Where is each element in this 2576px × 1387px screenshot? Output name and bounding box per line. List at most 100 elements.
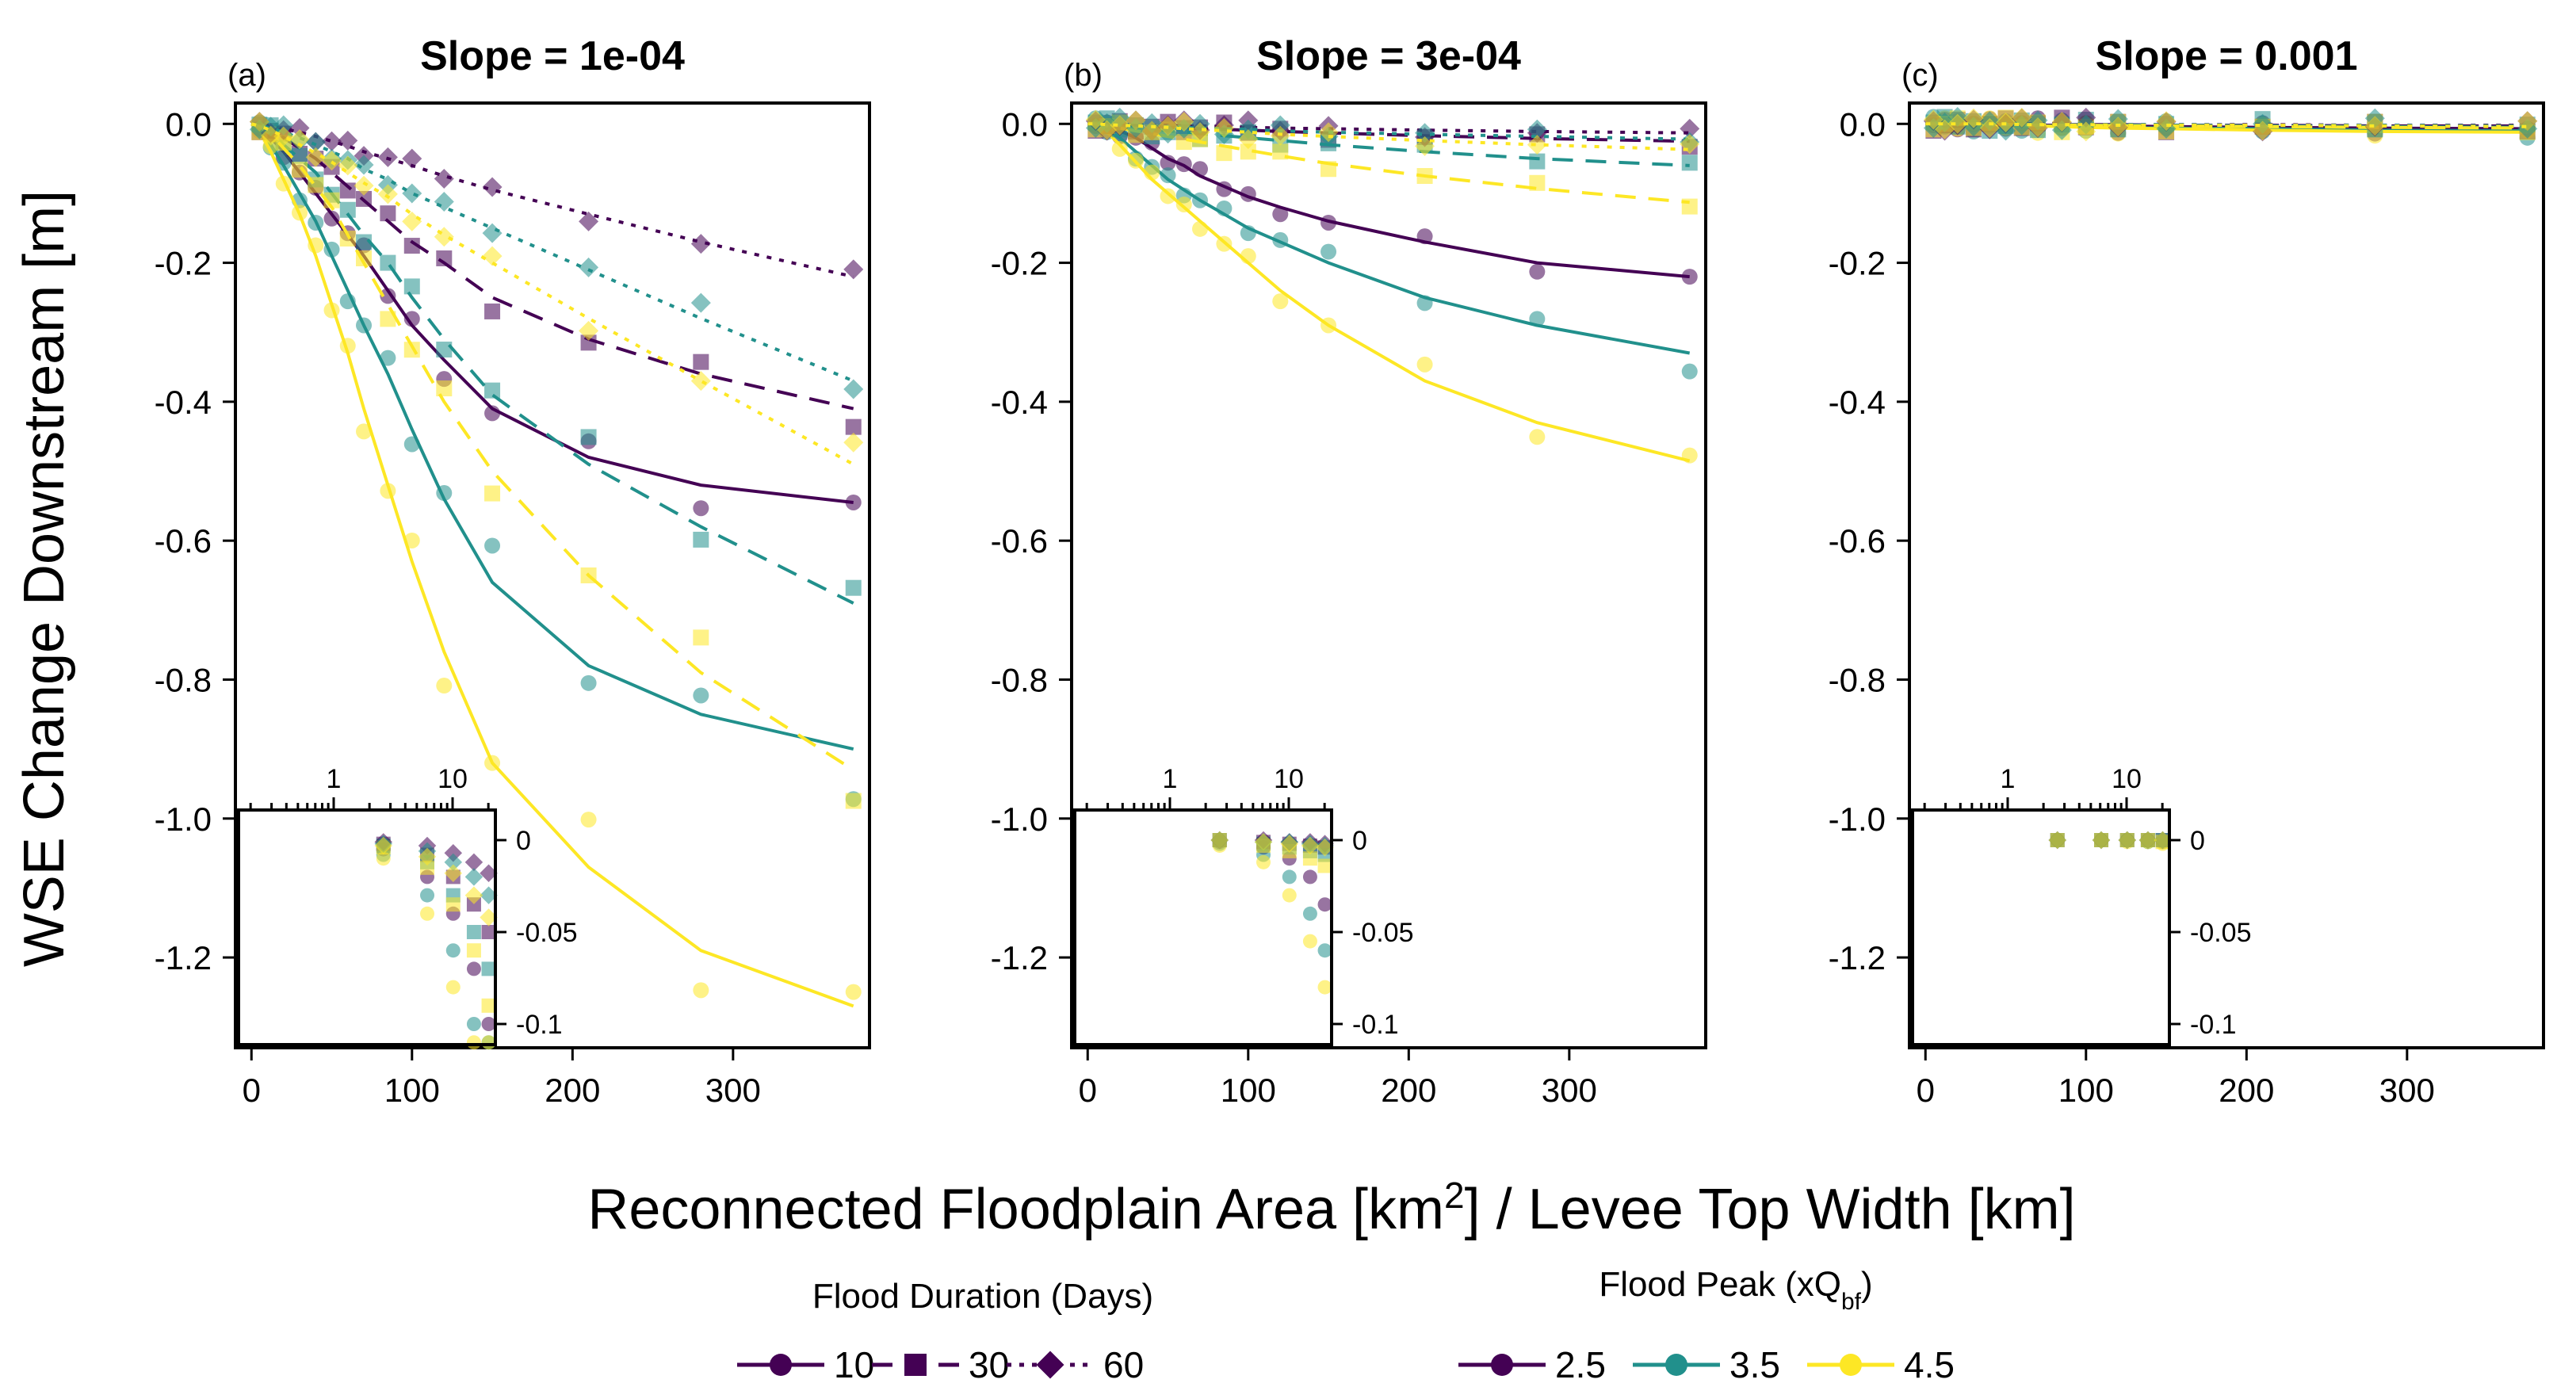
x-tick-label: 200: [1381, 1072, 1436, 1109]
inset-point-d60-p4.5: [418, 847, 437, 866]
data-point-d10-p3.5: [356, 317, 373, 334]
data-point-d60-p4.5: [1979, 118, 2000, 139]
data-point-d60-p4.5: [1190, 122, 1210, 143]
data-point-d10-p4.5: [580, 812, 597, 828]
data-point-d60-p4.5: [2253, 120, 2273, 141]
data-point-d30-p4.5: [1529, 174, 1546, 191]
data-point-d10-p3.5: [1216, 200, 1233, 216]
data-point-d60-p4.5: [579, 320, 599, 341]
data-point-d30-p2.5: [693, 353, 709, 370]
data-point-d30-p4.5: [308, 177, 324, 193]
data-point-d30-p2.5: [484, 303, 501, 319]
data-point-d60-p4.5: [2051, 112, 2072, 132]
x-tick-label: 100: [1221, 1072, 1276, 1109]
y-tick-label: -0.4: [1829, 384, 1886, 421]
panel-c: Slope = 0.001 (c) 0.0 -0.2 -0.4 -0.6 -0.8 -1.0 -…: [1829, 33, 2545, 1109]
data-point-d60-p2.5: [1680, 118, 1700, 139]
panels-group: Slope = 1e-04 (a) 0.0 -0.2 -0.4 -0.6 -0.8 -1.0 -…: [155, 33, 2545, 1109]
data-point-d60-p4.5: [1996, 113, 2016, 133]
series-d10-p2.5: [250, 120, 862, 517]
inset-point-d10-p3.5: [1302, 906, 1317, 921]
data-point-d10-p2.5: [323, 210, 340, 227]
data-point-d10-p4.5: [1320, 317, 1337, 334]
data-point-d60-p4.5: [338, 155, 358, 176]
inset-point-d60-p4.5: [1280, 835, 1299, 853]
data-point-d10-p3.5: [339, 293, 356, 310]
inset-y-tick-label: 0: [2190, 826, 2205, 856]
data-point-d60-p4.5: [1680, 134, 1700, 155]
data-point-d30-p3.5: [580, 429, 597, 445]
inset-y-tick-label: -0.05: [1352, 918, 1414, 948]
data-point-d10-p2.5: [484, 405, 501, 422]
data-point-d60-p4.5: [2517, 111, 2538, 132]
x-axis-title-pre: Reconnected Floodplain Area [km: [587, 1178, 1444, 1241]
data-point-d60-p4.5: [1527, 135, 1547, 155]
data-point-d30-p3.5: [845, 579, 862, 596]
plot-frame: [1908, 101, 2545, 1049]
inset-point-d10-p4.5: [1282, 888, 1297, 903]
data-point-d10-p2.5: [845, 494, 862, 510]
inset-x-tick-label: 1: [2001, 764, 2016, 794]
data-point-d30-p4.5: [484, 485, 501, 502]
inset-point-d10-p2.5: [481, 1017, 496, 1031]
inset-y-tick-label: -0.1: [1352, 1010, 1399, 1040]
inset-frame: [237, 808, 497, 1046]
y-tick-label: -0.6: [155, 522, 212, 560]
data-point-d10-p2.5: [1681, 269, 1698, 285]
panel-title: Slope = 3e-04: [1256, 33, 1521, 79]
y-tick-label: -0.2: [1829, 245, 1886, 282]
data-point-d60-p4.5: [843, 432, 864, 453]
inset-point-d30-p2.5: [466, 897, 481, 912]
data-point-d10-p3.5: [308, 214, 324, 231]
data-point-d60-p4.5: [1923, 109, 1943, 130]
inset-point-d30-p4.5: [420, 860, 435, 875]
legend-peak-title-post: ): [1861, 1265, 1873, 1304]
data-point-d60-p3.5: [579, 257, 599, 277]
data-point-d60-p3.5: [1415, 123, 1435, 143]
data-point-d10-p3.5: [1272, 231, 1289, 248]
data-point-d60-p4.5: [482, 246, 503, 266]
data-point-d10-p3.5: [380, 350, 396, 366]
inset-point-d10-p4.5: [445, 980, 461, 995]
data-point-d60-p4.5: [1213, 118, 1234, 139]
data-point-d60-p2.5: [434, 169, 454, 189]
data-point-d60-p2.5: [377, 147, 398, 167]
series-line-d60-p4.5: [250, 122, 854, 466]
inset-point-d30-p2.5: [481, 925, 496, 939]
inset-point-d30-p3.5: [481, 961, 496, 976]
legend-peak-title-pre: Flood Peak (xQ: [1599, 1265, 1841, 1304]
inset-background: [1913, 810, 2169, 1045]
data-point-d10-p4.5: [323, 302, 340, 319]
inset-point-d60-p4.5: [2118, 831, 2137, 850]
data-point-d60-p4.5: [2012, 107, 2032, 128]
x-axis-title: Reconnected Floodplain Area [km2] / Leve…: [587, 1175, 2075, 1241]
y-tick-label: 0.0: [1840, 105, 1886, 143]
data-point-d10-p3.5: [693, 687, 709, 704]
inset-point-d30-p4.5: [466, 943, 481, 958]
data-point-d30-p3.5: [403, 278, 420, 295]
data-point-d10-p4.5: [693, 982, 709, 999]
data-point-d10-p4.5: [1216, 235, 1233, 252]
data-point-d10-p3.5: [1192, 192, 1209, 208]
inset-y-tick-label: -0.1: [516, 1010, 563, 1040]
data-point-d10-p3.5: [1240, 225, 1256, 242]
y-tick-label: -0.8: [991, 661, 1048, 698]
data-point-d60-p4.5: [273, 126, 294, 147]
data-point-d30-p4.5: [1272, 143, 1289, 160]
data-point-d60-p4.5: [1110, 115, 1130, 136]
data-point-d10-p3.5: [1529, 311, 1546, 327]
data-point-d30-p3.5: [484, 382, 501, 399]
y-tick-label: -1.0: [1829, 800, 1886, 838]
series-line-d10-p3.5: [1087, 122, 1691, 355]
data-point-d10-p4.5: [484, 755, 501, 771]
data-point-d60-p4.5: [322, 151, 342, 171]
inset-point-d60-p2.5: [464, 853, 483, 872]
inset-series-d60-p4.5: [1210, 831, 1334, 857]
x-tick-label: 300: [2379, 1072, 2435, 1109]
data-point-d30-p3.5: [1681, 155, 1698, 171]
inset-point-d30-p4.5: [481, 998, 496, 1013]
data-point-d60-p4.5: [1947, 113, 1968, 134]
data-point-d60-p4.5: [2364, 116, 2385, 136]
inset-point-d30-p4.5: [1317, 858, 1332, 873]
